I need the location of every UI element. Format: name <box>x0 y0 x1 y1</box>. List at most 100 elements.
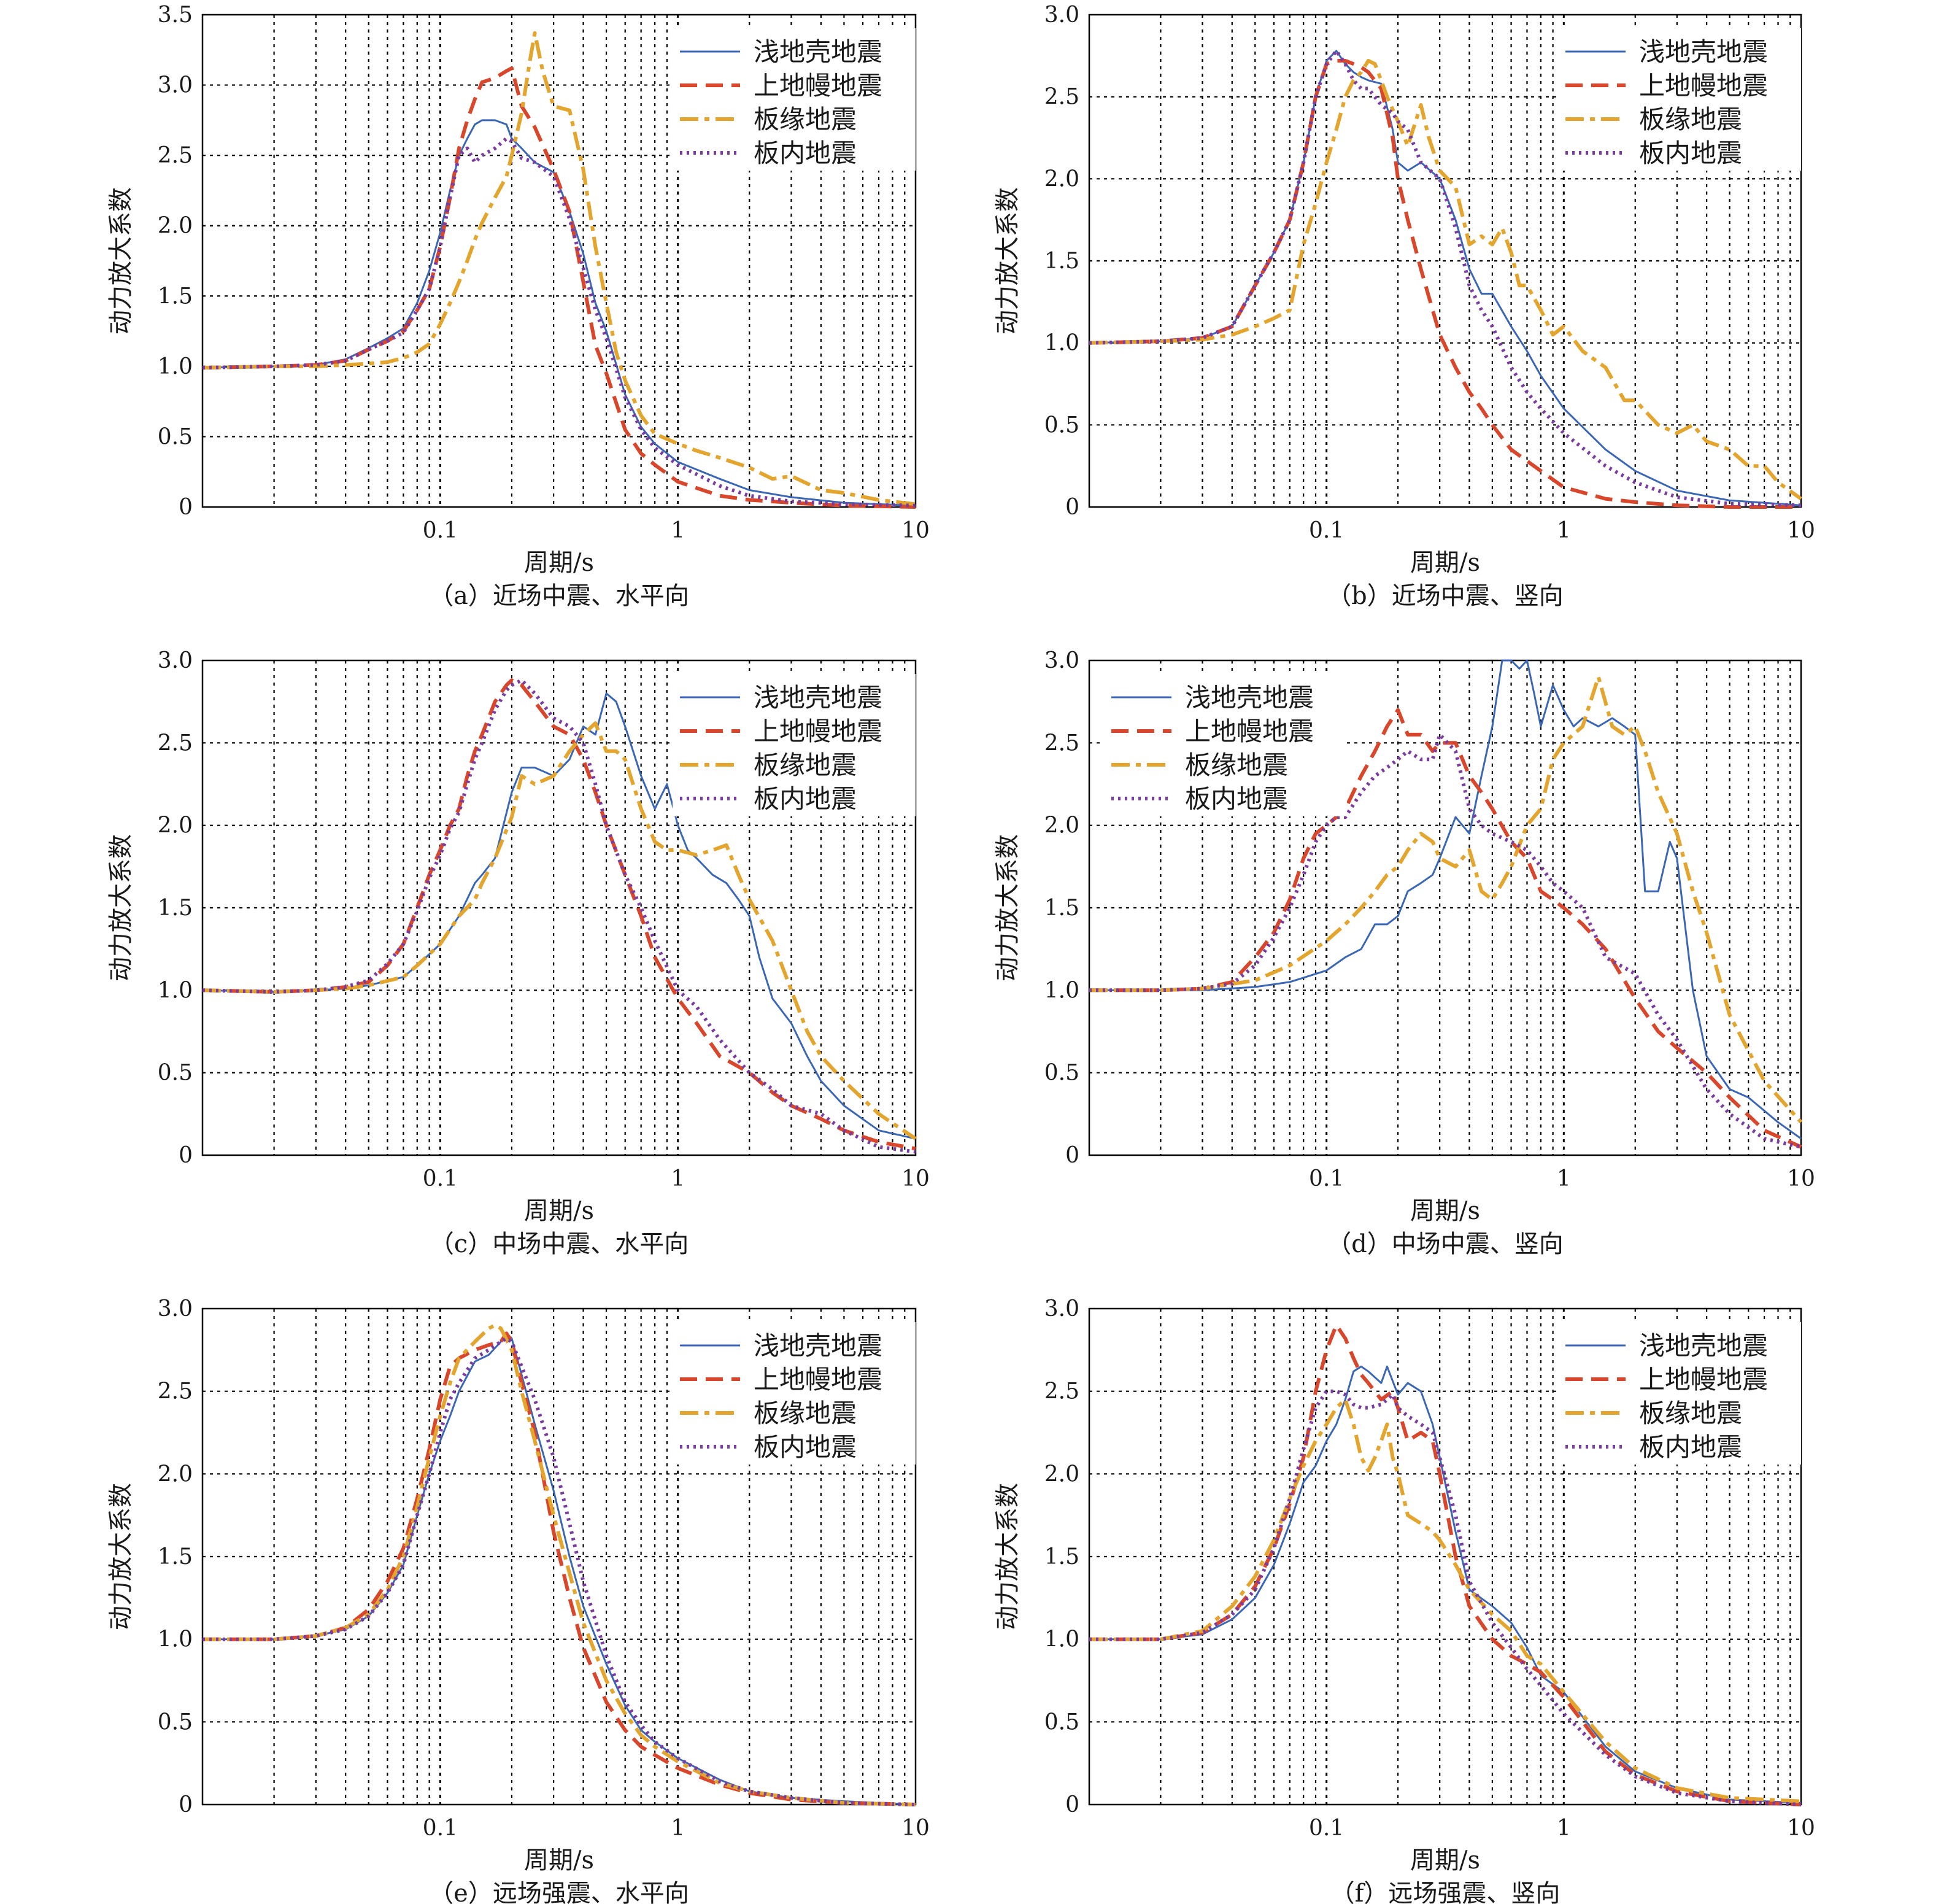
panel-caption: （d）中场中震、竖向 <box>1327 1230 1564 1258</box>
x-tick-label: 0.1 <box>423 1816 458 1841</box>
plot-frame <box>201 659 917 1156</box>
y-tick-label: 2.0 <box>158 1461 193 1487</box>
y-tick-label: 1.0 <box>1044 1627 1079 1652</box>
panel-5: 0 0.5 1.0 1.5 2.0 2.5 3.0 0.1 1 10 周期/s 动力放大系数 （e）远场… <box>107 1296 930 1904</box>
legend-label: 板内地震 <box>1639 1432 1742 1462</box>
series-line-3 <box>202 721 917 1140</box>
y-tick-label: 3.0 <box>158 73 193 98</box>
series-line-4 <box>1089 48 1802 508</box>
panel-caption: （a）近场中震、水平向 <box>429 582 689 610</box>
legend-label: 上地幔地震 <box>1185 716 1314 746</box>
y-tick-label: 2.5 <box>158 1379 193 1404</box>
y-tick-label: 1.5 <box>158 284 193 309</box>
y-tick-label: 0.5 <box>1044 1061 1079 1086</box>
x-tick-label: 1 <box>671 518 685 543</box>
series-line-1 <box>1089 1365 1802 1804</box>
x-axis-label: 周期/s <box>524 1197 594 1225</box>
x-tick-label: 0.1 <box>1309 1816 1344 1841</box>
plot-frame <box>201 14 917 508</box>
legend-label: 上地幔地震 <box>1639 71 1768 101</box>
x-tick-label: 10 <box>1787 1816 1815 1841</box>
panel-caption: （b）近场中震、竖向 <box>1327 582 1564 610</box>
y-tick-label: 0 <box>179 1143 193 1168</box>
plot-frame <box>1088 1307 1802 1806</box>
legend-label: 上地幔地震 <box>754 716 882 746</box>
panel-caption: （e）远场强震、水平向 <box>429 1879 689 1904</box>
y-tick-label: 2.0 <box>158 214 193 239</box>
y-tick-label: 1.0 <box>158 1627 193 1652</box>
legend-label: 板内地震 <box>1639 138 1742 168</box>
y-tick-label: 1.0 <box>1044 978 1079 1003</box>
y-tick-label: 3.0 <box>1044 2 1079 28</box>
y-tick-label: 3.0 <box>1044 1296 1079 1322</box>
y-tick-label: 0 <box>179 495 193 520</box>
y-tick-label: 0 <box>179 1792 193 1817</box>
legend-label: 板缘地震 <box>754 1398 857 1428</box>
panel-2: 0 0.5 1.0 1.5 2.0 2.5 3.0 0.1 1 10 周期/s 动力放大系数 （b）近场… <box>994 2 1815 610</box>
panel-1: 0 0.5 1.0 1.5 2.0 2.5 3.0 3.5 0.1 1 10 周期/s 动力放大系数 （a… <box>107 2 930 610</box>
x-tick-label: 10 <box>901 518 930 543</box>
legend-label: 板缘地震 <box>1639 104 1742 134</box>
series-line-2 <box>1089 708 1802 1149</box>
x-axis-label: 周期/s <box>1410 549 1480 577</box>
series-line-3 <box>202 31 916 506</box>
y-tick-label: 2.5 <box>1044 85 1079 110</box>
y-tick-label: 1.0 <box>158 978 193 1003</box>
y-tick-label: 1.5 <box>1044 249 1079 274</box>
panel-caption: （c）中场中震、水平向 <box>430 1230 689 1258</box>
series-line-2 <box>202 678 916 1151</box>
y-tick-label: 2.5 <box>1044 730 1079 756</box>
y-tick-label: 0 <box>1065 1143 1079 1168</box>
y-tick-label: 2.0 <box>1044 166 1079 192</box>
y-axis-label: 动力放大系数 <box>994 834 1022 981</box>
legend-label: 板缘地震 <box>1639 1398 1742 1428</box>
x-tick-label: 1 <box>1557 1166 1571 1191</box>
y-tick-label: 2.0 <box>1044 813 1079 838</box>
legend-label: 板缘地震 <box>754 750 857 780</box>
x-tick-label: 10 <box>901 1816 930 1841</box>
y-tick-label: 1.5 <box>158 896 193 921</box>
series-line-3 <box>1089 675 1803 1124</box>
y-tick-label: 1.0 <box>1044 331 1079 356</box>
x-tick-label: 1 <box>1557 1816 1571 1841</box>
series-line-2 <box>202 66 916 509</box>
legend-label: 板缘地震 <box>1185 750 1288 780</box>
legend-label: 板内地震 <box>754 1432 857 1462</box>
legend-label: 浅地壳地震 <box>1639 1331 1768 1361</box>
panel-4: 0 0.5 1.0 1.5 2.0 2.5 3.0 0.1 1 10 周期/s 动力放大系数 （d）中场… <box>994 648 1815 1258</box>
legend-label: 浅地壳地震 <box>754 1331 882 1361</box>
series-line-4 <box>202 136 916 508</box>
y-tick-label: 3.0 <box>158 1296 193 1322</box>
legend-label: 板内地震 <box>754 784 857 814</box>
legend-label: 上地幔地震 <box>754 1364 882 1395</box>
y-tick-label: 0.5 <box>1044 412 1079 438</box>
plot-frame <box>201 1307 917 1806</box>
y-tick-label: 1.0 <box>158 354 193 379</box>
series-line-2 <box>1089 1323 1802 1806</box>
y-axis-label: 动力放大系数 <box>994 1483 1022 1630</box>
series-line-4 <box>202 678 916 1154</box>
legend-label: 板内地震 <box>754 138 857 168</box>
y-tick-label: 2.5 <box>158 143 193 168</box>
y-tick-label: 1.5 <box>1044 896 1079 921</box>
legend-label: 上地幔地震 <box>754 71 882 101</box>
y-tick-label: 0 <box>1065 1792 1079 1817</box>
x-tick-label: 1 <box>1557 518 1571 543</box>
y-tick-label: 1.5 <box>158 1544 193 1569</box>
y-tick-label: 0.5 <box>158 1709 193 1735</box>
y-axis-label: 动力放大系数 <box>994 187 1022 335</box>
series-line-2 <box>1089 58 1801 509</box>
legend-label: 板缘地震 <box>754 104 857 134</box>
y-tick-label: 3.0 <box>158 648 193 673</box>
y-tick-label: 0.5 <box>1044 1709 1079 1735</box>
y-tick-label: 0 <box>1065 495 1079 520</box>
series-line-1 <box>202 692 916 1140</box>
legend-label: 上地幔地震 <box>1639 1364 1768 1395</box>
x-axis-label: 周期/s <box>524 1846 594 1875</box>
